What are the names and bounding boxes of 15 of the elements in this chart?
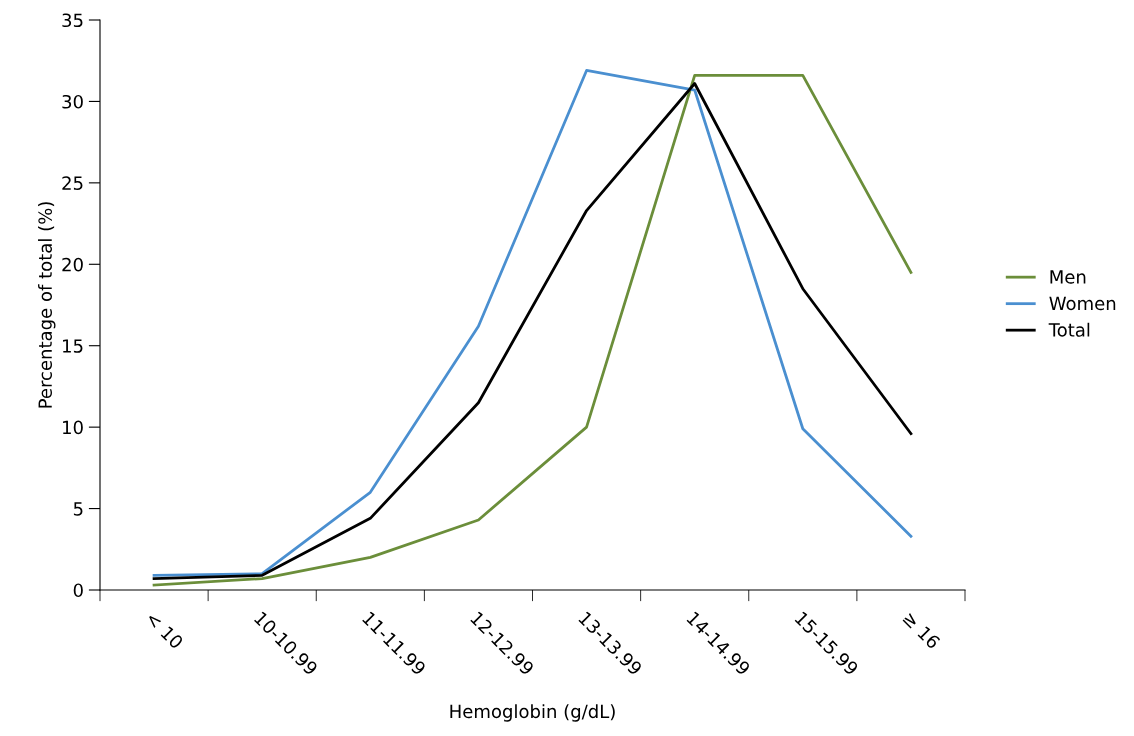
y-tick-label: 25 [62,176,83,190]
legend-label: Men [1050,270,1086,284]
x-tick-label: < 10 [145,611,184,650]
y-tick-label: 0 [73,583,83,598]
y-axis-title: Percentage of total (%) [38,202,56,408]
y-tick-label: 10 [63,420,83,435]
y-tick-label: 35 [62,13,83,28]
legend-label: Women [1049,296,1116,311]
legend-label: Total [1048,322,1090,337]
y-tick-label: 20 [62,257,83,272]
y-tick-label: 15 [63,339,83,353]
x-tick-label: ≥ 16 [902,611,941,650]
y-tick-label: 5 [73,502,83,516]
y-tick-label: 30 [62,94,83,109]
x-axis-title: Hemoglobin (g/dL) [450,704,615,722]
